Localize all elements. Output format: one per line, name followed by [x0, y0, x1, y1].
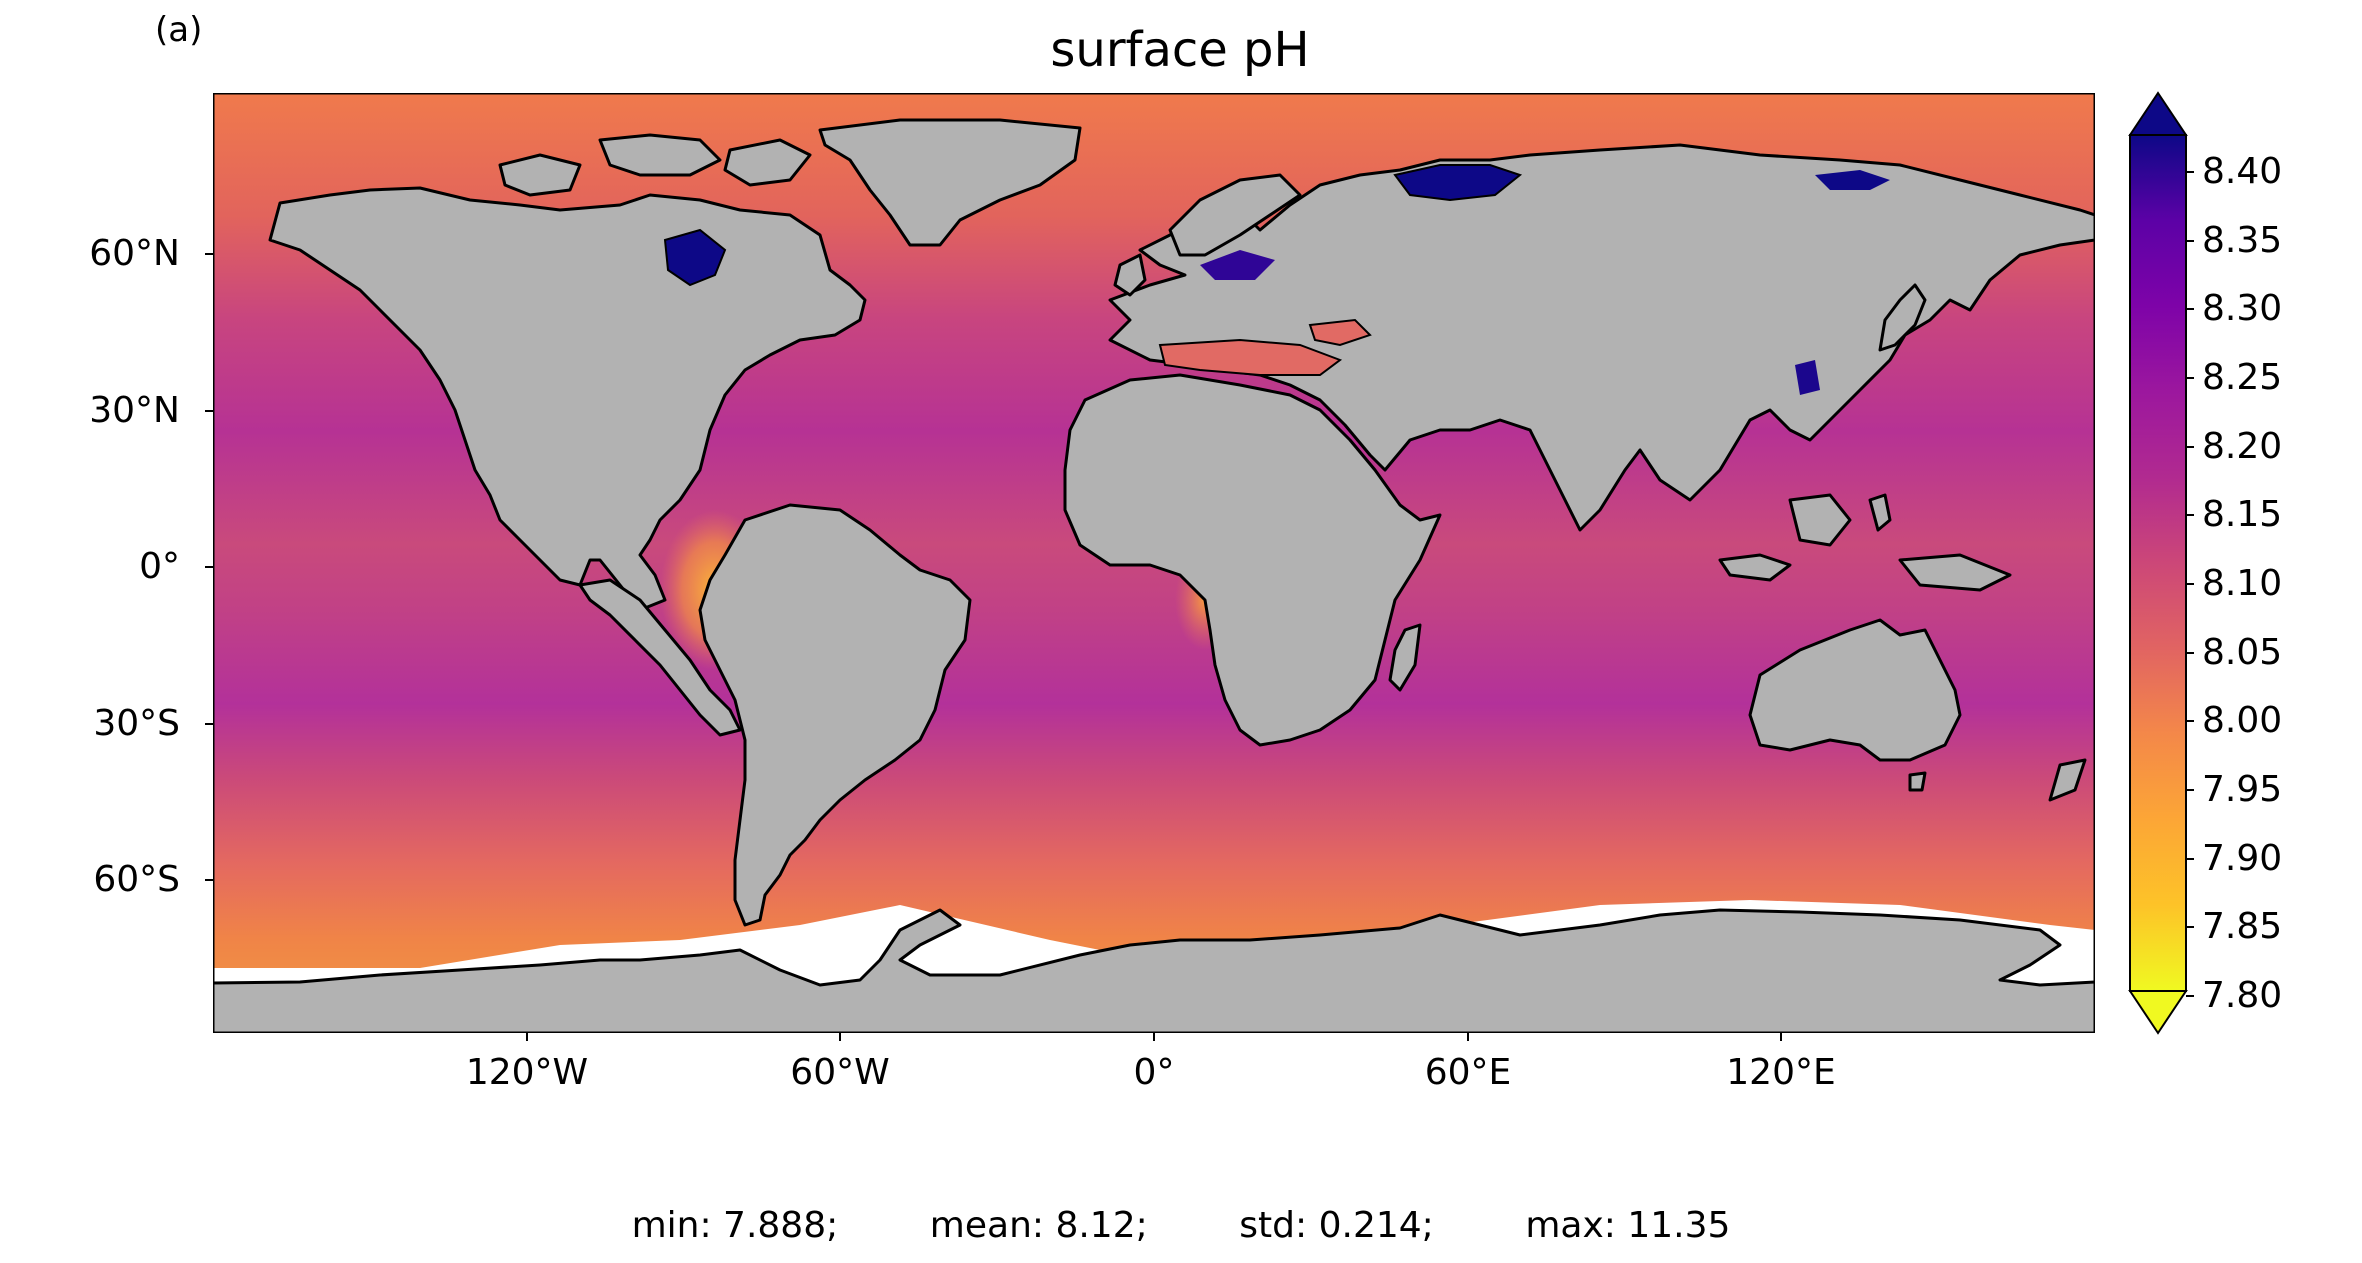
arctic-island — [598, 133, 722, 177]
japan — [1878, 283, 1927, 352]
colorbar-tick-label: 8.25 — [2202, 357, 2283, 398]
stats-line: min: 7.888; mean: 8.12; std: 0.214; max:… — [0, 1205, 2362, 1246]
new-zealand — [2048, 758, 2087, 802]
colorbar-tick-label: 8.10 — [2202, 563, 2283, 604]
new-guinea — [1898, 553, 2012, 592]
colorbar-tick-label: 8.40 — [2202, 151, 2283, 192]
colorbar-tick-label: 8.20 — [2202, 426, 2283, 467]
colorbar-tick-label: 8.30 — [2202, 288, 2283, 329]
panel-label: (a) — [155, 10, 203, 50]
south-america — [698, 503, 972, 927]
colorbar-tick-label: 7.90 — [2202, 838, 2283, 879]
lat-label-30s: 30°S — [93, 703, 180, 744]
colorbar-tick-label: 8.15 — [2202, 494, 2283, 535]
lon-label-120e: 120°E — [1726, 1052, 1836, 1093]
greenland — [818, 118, 1082, 247]
colorbar-tick-label: 7.95 — [2202, 769, 2283, 810]
hudson-bay — [663, 228, 727, 287]
laptev-sea — [1815, 170, 1890, 190]
lon-label-120w: 120°W — [465, 1052, 589, 1093]
arctic-island — [723, 138, 812, 187]
colorbar-tick-label: 8.35 — [2202, 220, 2283, 261]
lat-label-60s: 60°S — [93, 859, 180, 900]
lat-label-30n: 30°N — [89, 390, 180, 431]
lon-ticks — [526, 1033, 1782, 1041]
scandinavia — [1168, 173, 1302, 257]
colorbar-tick-label: 8.05 — [2202, 632, 2283, 673]
antarctica — [213, 908, 2095, 1033]
stat-max: max: 11.35 — [1525, 1205, 1731, 1246]
lat-label-60n: 60°N — [89, 233, 180, 274]
lat-label-equator: 0° — [139, 546, 180, 587]
land-masses — [213, 118, 2095, 1033]
colorbar-tick-label: 7.80 — [2202, 975, 2283, 1016]
stat-std: std: 0.214; — [1239, 1205, 1434, 1246]
madagascar — [1388, 623, 1422, 692]
sulawesi — [1868, 493, 1892, 532]
barents-sea — [1393, 164, 1523, 202]
australia — [1748, 618, 1962, 762]
indonesia-island — [1718, 553, 1792, 582]
stat-min: min: 7.888; — [631, 1205, 839, 1246]
stat-mean: mean: 8.12; — [929, 1205, 1148, 1246]
central-america — [578, 578, 742, 737]
lat-ticks — [205, 253, 213, 881]
africa — [1063, 373, 1442, 747]
colorbar-body — [2129, 134, 2187, 992]
borneo — [1788, 493, 1852, 547]
map-area — [213, 93, 2095, 1033]
colorbar-tick-label: 7.85 — [2202, 906, 2283, 947]
lon-label-60e: 60°E — [1424, 1052, 1512, 1093]
colorbar-tick-label: 8.00 — [2202, 700, 2283, 741]
mediterranean-sea — [1158, 338, 1343, 376]
lon-label-60w: 60°W — [790, 1052, 890, 1093]
black-sea — [1308, 318, 1372, 347]
lon-label-0: 0° — [1133, 1052, 1175, 1093]
eurasia — [1108, 143, 2095, 532]
arctic-island — [498, 153, 582, 197]
colorbar-under-arrow — [2128, 990, 2188, 1035]
colorbar-over-arrow — [2128, 91, 2188, 136]
colorbar — [2128, 91, 2194, 1035]
map-title: surface pH — [1050, 22, 1310, 78]
baltic-sea — [1200, 250, 1275, 280]
british-isles — [1113, 253, 1147, 297]
yellow-sea — [1795, 360, 1820, 395]
north-america — [268, 186, 867, 612]
tasmania — [1908, 771, 1927, 792]
